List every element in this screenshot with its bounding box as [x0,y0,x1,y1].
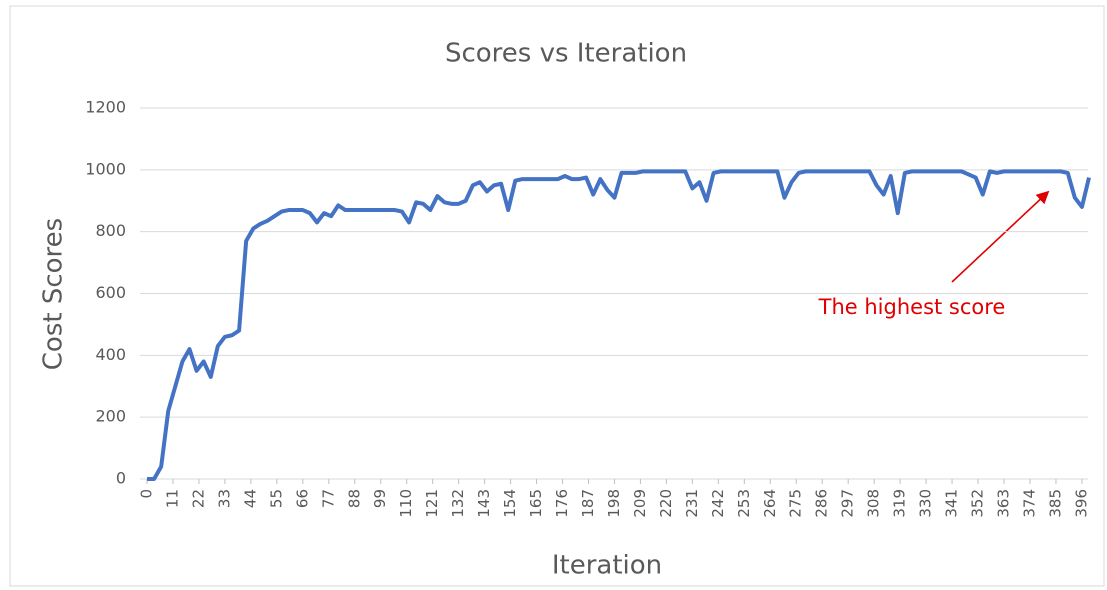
x-tick-label: 44 [241,489,259,508]
x-tick-label: 209 [631,489,649,518]
y-tick-label: 200 [95,407,126,426]
y-axis-label: Cost Scores [39,218,69,370]
annotation: The highest score [818,295,1006,319]
x-tick-label: 330 [917,489,935,518]
x-tick-label: 154 [501,489,519,518]
y-tick-label: 1000 [85,159,126,178]
x-tick-label: 363 [995,489,1013,518]
x-tick-label: 0 [138,489,156,499]
x-tick-label: 176 [553,489,571,518]
x-tick-label: 11 [163,489,181,508]
x-axis-label: Iteration [552,551,662,581]
x-tick-label: 374 [1020,489,1038,518]
x-tick-label: 352 [969,489,987,518]
x-tick-label: 275 [787,489,805,518]
x-tick-label: 198 [605,489,623,518]
x-tick-label: 396 [1072,489,1090,518]
x-tick-label: 341 [943,489,961,518]
annotation-arrow [951,190,1050,283]
x-tick-label: 110 [397,489,415,518]
x-tick-label: 99 [371,489,389,508]
y-tick-label: 1200 [85,98,126,117]
x-tick-label: 220 [657,489,675,518]
x-tick-label: 132 [449,489,467,518]
x-tick-label: 242 [709,489,727,518]
y-tick-label: 800 [95,221,126,240]
x-tick-label: 253 [735,489,753,518]
x-tick-label: 22 [189,489,207,508]
x-tick-label: 55 [267,489,285,508]
x-tick-label: 187 [579,489,597,518]
x-tick-label: 88 [345,489,363,508]
x-tick-label: 143 [475,489,493,518]
data-line [147,169,1091,481]
x-tick-label: 264 [761,489,779,518]
x-tick-label: 319 [891,489,909,518]
x-tick-label: 286 [813,489,831,518]
x-tick-label: 66 [293,489,311,508]
x-tick-label: 231 [683,489,701,518]
x-tick-label: 77 [319,489,337,508]
y-tick-label: 0 [116,469,126,488]
x-tick-label: 297 [839,489,857,518]
x-tick-label: 308 [865,489,883,518]
x-tick-label: 33 [215,489,233,508]
chart-title: Scores vs Iteration [445,39,687,69]
y-tick-label: 400 [95,345,126,364]
x-tick-label: 385 [1046,489,1064,518]
x-tick-label: 165 [527,489,545,518]
chart-frame [9,5,1105,587]
y-tick-label: 600 [95,283,126,302]
x-tick-label: 121 [423,489,441,518]
